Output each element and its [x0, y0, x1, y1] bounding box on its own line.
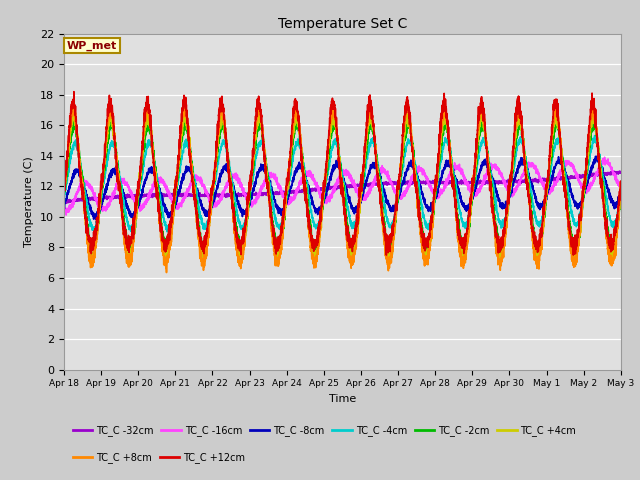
TC_C -16cm — [62, 212, 70, 218]
TC_C -8cm — [467, 199, 475, 205]
TC_C -8cm — [92, 216, 100, 222]
TC_C -2cm — [322, 178, 330, 184]
TC_C +8cm — [499, 254, 507, 260]
TC_C +12cm — [499, 243, 507, 249]
TC_C -4cm — [160, 216, 168, 222]
TC_C -4cm — [616, 198, 624, 204]
TC_C -8cm — [161, 201, 168, 207]
TC_C -32cm — [60, 197, 68, 203]
TC_C -2cm — [616, 199, 624, 205]
TC_C -32cm — [617, 169, 625, 175]
TC_C -8cm — [322, 192, 330, 198]
TC_C -16cm — [161, 180, 168, 186]
Line: TC_C -16cm: TC_C -16cm — [64, 157, 621, 215]
TC_C +8cm — [322, 168, 330, 173]
TC_C +4cm — [617, 187, 625, 193]
TC_C -16cm — [436, 189, 444, 194]
TC_C -4cm — [436, 157, 444, 163]
TC_C +12cm — [322, 168, 330, 174]
TC_C +8cm — [468, 194, 476, 200]
TC_C -16cm — [616, 185, 624, 191]
Line: TC_C -32cm: TC_C -32cm — [64, 171, 621, 203]
TC_C -16cm — [499, 178, 507, 183]
TC_C -4cm — [467, 201, 475, 207]
Y-axis label: Temperature (C): Temperature (C) — [24, 156, 35, 247]
Line: TC_C -8cm: TC_C -8cm — [64, 156, 621, 219]
TC_C +4cm — [385, 260, 393, 266]
TC_C -4cm — [60, 200, 68, 205]
Title: Temperature Set C: Temperature Set C — [278, 17, 407, 31]
TC_C -2cm — [468, 202, 476, 207]
Text: WP_met: WP_met — [67, 40, 117, 50]
TC_C +8cm — [68, 100, 76, 106]
Line: TC_C +4cm: TC_C +4cm — [64, 110, 621, 263]
TC_C +8cm — [616, 187, 624, 192]
X-axis label: Time: Time — [329, 394, 356, 404]
TC_C -2cm — [161, 238, 168, 243]
TC_C +4cm — [468, 198, 476, 204]
TC_C -32cm — [436, 179, 444, 184]
TC_C -32cm — [499, 179, 507, 185]
TC_C -32cm — [322, 185, 330, 191]
TC_C +12cm — [616, 190, 624, 195]
TC_C +8cm — [436, 137, 444, 143]
TC_C -2cm — [499, 241, 507, 247]
TC_C +4cm — [499, 246, 507, 252]
TC_C +4cm — [436, 140, 444, 146]
TC_C +8cm — [617, 187, 625, 192]
TC_C -2cm — [436, 148, 444, 154]
TC_C -8cm — [617, 192, 625, 197]
TC_C -8cm — [436, 175, 444, 181]
TC_C +8cm — [163, 270, 170, 276]
TC_C -8cm — [499, 200, 507, 206]
TC_C +12cm — [70, 89, 78, 95]
TC_C -2cm — [348, 250, 355, 256]
Line: TC_C +8cm: TC_C +8cm — [64, 103, 621, 273]
TC_C +12cm — [383, 252, 390, 258]
Line: TC_C -4cm: TC_C -4cm — [64, 136, 621, 232]
TC_C -16cm — [617, 183, 625, 189]
TC_C -2cm — [617, 194, 625, 200]
TC_C +8cm — [60, 187, 68, 192]
TC_C -2cm — [71, 118, 79, 123]
Line: TC_C +12cm: TC_C +12cm — [64, 92, 621, 255]
TC_C +12cm — [617, 179, 625, 184]
TC_C -32cm — [161, 192, 168, 198]
TC_C -16cm — [60, 205, 68, 211]
TC_C +8cm — [161, 253, 168, 259]
TC_C -8cm — [593, 154, 600, 159]
TC_C +12cm — [436, 130, 444, 136]
TC_C -16cm — [467, 186, 475, 192]
TC_C -4cm — [617, 190, 625, 195]
TC_C -32cm — [616, 170, 624, 176]
TC_C +4cm — [616, 190, 624, 195]
TC_C -4cm — [163, 229, 171, 235]
TC_C -32cm — [467, 180, 475, 185]
TC_C -8cm — [60, 205, 68, 211]
Line: TC_C -2cm: TC_C -2cm — [64, 120, 621, 253]
TC_C -2cm — [60, 190, 68, 195]
TC_C +12cm — [60, 178, 68, 184]
TC_C +4cm — [322, 175, 330, 181]
TC_C -8cm — [616, 196, 624, 202]
TC_C -16cm — [601, 155, 609, 160]
TC_C -4cm — [591, 133, 598, 139]
TC_C -16cm — [322, 199, 330, 204]
TC_C +12cm — [161, 239, 168, 244]
TC_C -4cm — [499, 221, 507, 227]
TC_C +12cm — [468, 190, 476, 196]
TC_C -32cm — [63, 200, 70, 206]
TC_C +4cm — [160, 249, 168, 255]
TC_C -4cm — [322, 180, 330, 186]
TC_C -32cm — [616, 168, 624, 174]
Legend: TC_C +8cm, TC_C +12cm: TC_C +8cm, TC_C +12cm — [69, 448, 249, 467]
TC_C +4cm — [292, 108, 300, 113]
TC_C +4cm — [60, 190, 68, 195]
